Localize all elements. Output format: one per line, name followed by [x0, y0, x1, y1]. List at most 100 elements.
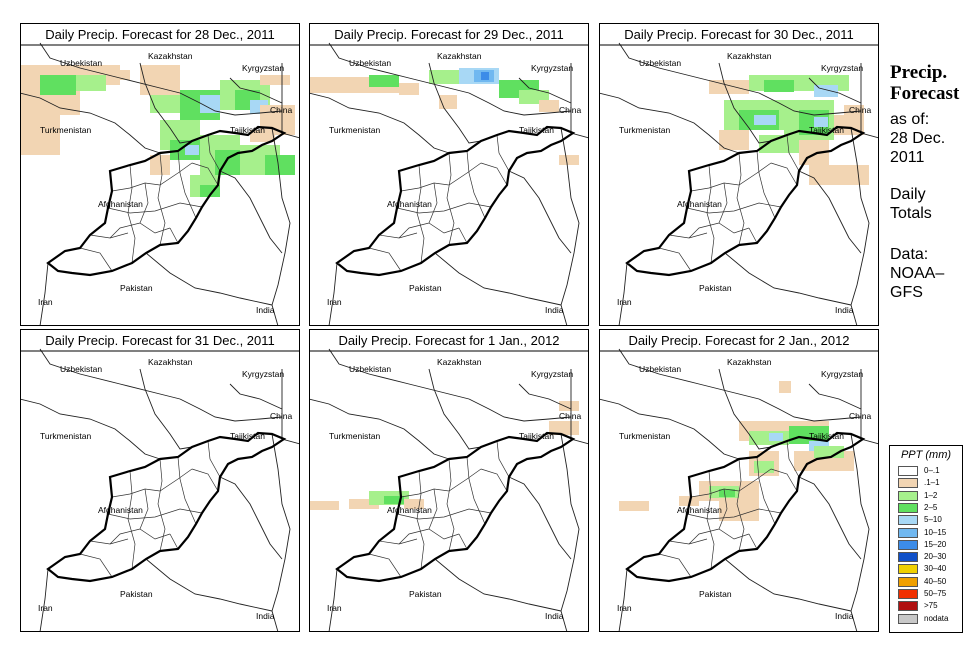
legend-swatch — [898, 539, 918, 550]
precip-legend: PPT (mm) 0–.1 .1–1 1–2 2–5 5–10 10–15 15–20 20–… — [889, 445, 963, 633]
country-borders — [599, 42, 879, 326]
province-borders — [79, 134, 221, 272]
country-labels: Uzbekistan Kazakhstan Kyrgyzstan China Turkm… — [617, 357, 871, 621]
legend-swatch — [898, 466, 918, 476]
legend-label: 5–10 — [924, 515, 942, 525]
label-tajikistan: Tajikistan — [519, 125, 554, 135]
label-china: China — [559, 411, 581, 421]
label-afghanistan: Afghanistan — [677, 199, 722, 209]
data-line2: NOAA– — [890, 265, 945, 282]
label-india: India — [835, 611, 854, 621]
legend-swatch — [898, 589, 918, 599]
country-labels: Uzbekistan Kazakhstan Kyrgyzstan China Turkm… — [327, 357, 581, 621]
province-borders — [368, 134, 510, 272]
country-labels: Uzbekistan Kazakhstan Kyrgyzstan China Turkm… — [617, 51, 871, 315]
label-china: China — [559, 105, 581, 115]
totals-block: Daily Totals — [890, 185, 932, 223]
panel-title: Daily Precip. Forecast for 31 Dec., 2011 — [45, 333, 275, 348]
asof-line3: 2011 — [890, 149, 925, 166]
afghanistan-border — [46, 125, 287, 277]
label-pakistan: Pakistan — [120, 283, 153, 293]
province-borders — [658, 440, 800, 578]
label-iran: Iran — [617, 297, 632, 307]
afghanistan-border — [46, 431, 287, 583]
label-china: China — [849, 105, 871, 115]
label-turkmenistan: Turkmenistan — [329, 431, 380, 441]
label-kyrgyzstan: Kyrgyzstan — [821, 63, 863, 73]
legend-label: 0–.1 — [924, 466, 940, 475]
country-labels: Uzbekistan Kazakhstan Kyrgyzstan China Turkm… — [38, 51, 292, 315]
label-turkmenistan: Turkmenistan — [619, 431, 670, 441]
label-kyrgyzstan: Kyrgyzstan — [531, 369, 573, 379]
legend-label: 15–20 — [924, 539, 947, 549]
province-borders — [658, 134, 800, 272]
label-afghanistan: Afghanistan — [387, 199, 432, 209]
label-afghanistan: Afghanistan — [98, 199, 143, 209]
legend-swatch — [898, 527, 918, 538]
forecast-panel-jan1: Uzbekistan Kazakhstan Kyrgyzstan China Turkm… — [309, 329, 589, 632]
label-kazakhstan: Kazakhstan — [727, 51, 772, 61]
afghanistan-border — [625, 125, 866, 277]
province-borders — [79, 440, 221, 578]
label-india: India — [256, 611, 275, 621]
country-borders — [309, 348, 589, 632]
forecast-map-dec28: Uzbekistan Kazakhstan Kyrgyzstan China Turkm… — [20, 23, 300, 326]
forecast-panel-dec28: Uzbekistan Kazakhstan Kyrgyzstan China Turkm… — [20, 23, 300, 326]
legend-title: PPT (mm) — [900, 449, 952, 461]
legend-swatch — [898, 576, 918, 587]
side-title-line1: Precip. — [890, 62, 948, 83]
legend-label: 20–30 — [924, 552, 947, 562]
panel-title: Daily Precip. Forecast for 30 Dec., 2011 — [624, 27, 854, 42]
forecast-panel-dec30: Uzbekistan Kazakhstan Kyrgyzstan China Turkm… — [599, 23, 879, 326]
label-china: China — [849, 411, 871, 421]
label-pakistan: Pakistan — [699, 589, 732, 599]
label-turkmenistan: Turkmenistan — [619, 125, 670, 135]
asof-line1: as of: — [890, 111, 930, 128]
label-pakistan: Pakistan — [120, 589, 153, 599]
data-line1: Data: — [890, 246, 929, 263]
asof-block: as of: 28 Dec. 2011 — [890, 110, 945, 167]
legend-swatch — [898, 515, 918, 526]
legend-swatch — [898, 613, 918, 624]
legend-label: >75 — [924, 601, 938, 611]
legend-label: 2–5 — [924, 502, 938, 512]
legend-swatch — [898, 478, 918, 489]
label-tajikistan: Tajikistan — [809, 431, 844, 441]
label-uzbekistan: Uzbekistan — [349, 58, 391, 68]
label-iran: Iran — [327, 603, 342, 613]
data-line3: GFS — [890, 284, 923, 301]
legend-swatch — [898, 552, 918, 563]
forecast-map-jan1: Uzbekistan Kazakhstan Kyrgyzstan China Turkm… — [309, 329, 589, 632]
totals-line2: Totals — [890, 205, 932, 222]
forecast-map-dec29: Uzbekistan Kazakhstan Kyrgyzstan China Turkm… — [309, 23, 589, 326]
legend-swatch — [898, 502, 918, 513]
label-uzbekistan: Uzbekistan — [349, 364, 391, 374]
legend-label: 40–50 — [924, 576, 947, 586]
data-source-block: Data: NOAA– GFS — [890, 245, 944, 302]
label-turkmenistan: Turkmenistan — [329, 125, 380, 135]
label-afghanistan: Afghanistan — [387, 505, 432, 515]
label-iran: Iran — [617, 603, 632, 613]
country-labels: Uzbekistan Kazakhstan Kyrgyzstan China Turkm… — [327, 51, 581, 315]
legend-label: 1–2 — [924, 490, 938, 500]
afghanistan-border — [335, 125, 576, 277]
precip-cells — [20, 65, 295, 197]
forecast-map-dec31: Uzbekistan Kazakhstan Kyrgyzstan China Turkm… — [20, 329, 300, 632]
panel-title: Daily Precip. Forecast for 1 Jan., 2012 — [338, 333, 560, 348]
label-kazakhstan: Kazakhstan — [148, 357, 193, 367]
legend-label: 30–40 — [924, 564, 947, 574]
label-afghanistan: Afghanistan — [677, 505, 722, 515]
label-kyrgyzstan: Kyrgyzstan — [242, 369, 284, 379]
label-turkmenistan: Turkmenistan — [40, 431, 91, 441]
label-kazakhstan: Kazakhstan — [437, 357, 482, 367]
country-labels: Uzbekistan Kazakhstan Kyrgyzstan China Turkm… — [38, 357, 292, 621]
asof-line2: 28 Dec. — [890, 130, 946, 147]
forecast-panel-dec31: Uzbekistan Kazakhstan Kyrgyzstan China Turkm… — [20, 329, 300, 632]
legend-label: nodata — [924, 613, 949, 623]
forecast-map-jan2: Uzbekistan Kazakhstan Kyrgyzstan China Turkm… — [599, 329, 879, 632]
label-iran: Iran — [38, 297, 53, 307]
legend-label: 50–75 — [924, 589, 947, 598]
label-tajikistan: Tajikistan — [230, 125, 265, 135]
label-tajikistan: Tajikistan — [809, 125, 844, 135]
label-pakistan: Pakistan — [699, 283, 732, 293]
